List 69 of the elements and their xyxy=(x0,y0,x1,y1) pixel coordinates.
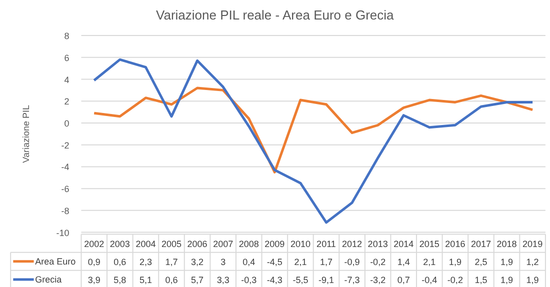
data-label: 3 xyxy=(220,256,226,267)
x-tick-label: 2011 xyxy=(316,238,336,249)
y-tick-label: -10 xyxy=(56,228,70,238)
data-label: 3,3 xyxy=(216,274,230,285)
data-label: 3,2 xyxy=(191,256,204,267)
data-label: 3,9 xyxy=(88,274,100,285)
data-label: -0,4 xyxy=(422,274,438,285)
data-label: -0,3 xyxy=(241,274,257,285)
legend-label: Area Euro xyxy=(35,256,76,266)
data-label: 1,5 xyxy=(474,274,488,285)
y-tick-label: 2 xyxy=(64,96,70,107)
data-label: 5,1 xyxy=(139,274,152,285)
x-tick-label: 2007 xyxy=(213,238,234,249)
data-label: 2,1 xyxy=(294,256,307,267)
data-label: 0,6 xyxy=(165,274,178,285)
chart-title: Variazione PIL reale - Area Euro e Grecia xyxy=(156,8,395,22)
data-label: 0,7 xyxy=(397,274,410,285)
x-tick-label: 2019 xyxy=(522,238,543,249)
data-label: 0,4 xyxy=(242,256,256,267)
data-label: 5,8 xyxy=(114,274,126,285)
data-label: -3,2 xyxy=(370,274,386,285)
data-label: 1,9 xyxy=(526,274,539,285)
data-label: 2,5 xyxy=(474,256,488,267)
y-tick-label: 6 xyxy=(64,52,70,63)
y-tick-label: -6 xyxy=(61,184,70,194)
data-label: -4,3 xyxy=(266,274,282,285)
legend-label: Grecia xyxy=(35,274,62,284)
x-tick-label: 2002 xyxy=(84,238,104,249)
x-tick-label: 2005 xyxy=(161,238,182,249)
x-tick-label: 2013 xyxy=(368,238,388,249)
x-tick-label: 2003 xyxy=(110,238,130,249)
y-tick-label: -8 xyxy=(61,206,70,216)
data-label: 1,9 xyxy=(500,256,514,267)
data-label: -0,9 xyxy=(344,256,360,267)
y-tick-label: 8 xyxy=(64,31,70,42)
x-tick-label: 2012 xyxy=(342,238,362,249)
x-tick-label: 2018 xyxy=(496,238,517,249)
x-tick-label: 2009 xyxy=(264,238,285,249)
y-tick-label: -4 xyxy=(61,162,70,172)
data-label: 1,9 xyxy=(500,274,514,285)
data-label: -4,5 xyxy=(266,256,282,267)
x-tick-label: 2006 xyxy=(187,238,208,249)
data-label: 2,3 xyxy=(139,256,152,267)
data-label: -0,2 xyxy=(370,256,386,267)
data-label: 1,9 xyxy=(448,256,462,267)
data-label: 1,7 xyxy=(320,256,332,267)
data-label: 0,6 xyxy=(114,256,126,267)
x-tick-label: 2017 xyxy=(470,238,491,249)
data-label: -7,3 xyxy=(344,274,360,285)
y-axis-title: Variazione PIL xyxy=(21,104,32,163)
x-tick-label: 2010 xyxy=(290,238,310,249)
data-label: -5,5 xyxy=(292,274,308,285)
x-tick-label: 2015 xyxy=(419,238,440,249)
data-label: -0,2 xyxy=(447,274,463,285)
y-tick-label: 0 xyxy=(64,118,70,128)
x-tick-label: 2016 xyxy=(445,238,466,249)
data-label: 0,9 xyxy=(88,256,100,267)
data-label: 1,2 xyxy=(526,256,539,267)
x-tick-label: 2008 xyxy=(238,238,259,249)
line-series xyxy=(92,58,534,224)
data-label: 5,7 xyxy=(191,274,204,285)
x-tick-label: 2014 xyxy=(394,238,414,249)
data-label: 2,1 xyxy=(423,256,436,267)
data-label: 1,7 xyxy=(165,256,178,267)
data-label: -9,1 xyxy=(318,274,334,285)
y-tick-label: 4 xyxy=(64,74,70,85)
data-label: 1,4 xyxy=(397,256,410,267)
y-tick-label: -2 xyxy=(61,140,70,150)
x-tick-label: 2004 xyxy=(136,238,156,249)
